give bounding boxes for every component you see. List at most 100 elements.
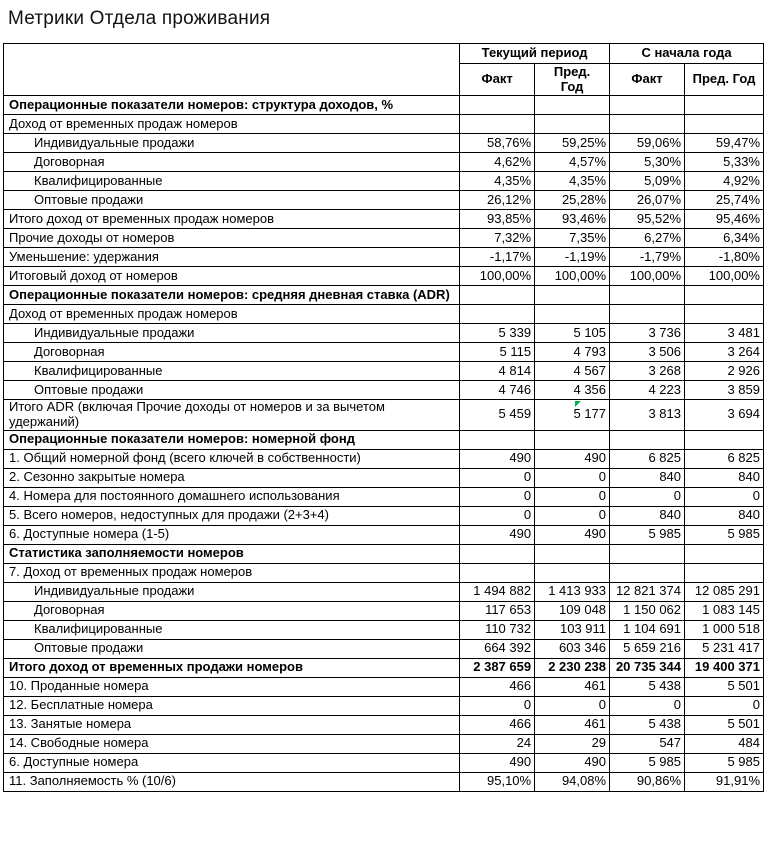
cell-value — [609, 429, 686, 450]
cell-value-text: 5,09% — [644, 172, 682, 188]
cell-value-text: 840 — [659, 469, 682, 485]
cell-value: 5 177 — [534, 399, 611, 431]
cell-value — [609, 95, 686, 115]
cell-value — [609, 562, 686, 583]
cell-value: 91,91% — [684, 771, 764, 792]
cell-value-text: 6,27% — [644, 229, 682, 245]
cell-value-text: 19 400 371 — [694, 659, 760, 675]
cell-value: 840 — [684, 467, 764, 488]
table-row: Доход от временных продаж номеров — [2, 304, 764, 324]
column-header: Пред. Год — [684, 63, 764, 96]
cell-value-text: 2 387 659 — [473, 659, 532, 675]
table-row: 6. Доступные номера 490 490 5 985 5 985 — [2, 752, 764, 773]
cell-value: 466 — [459, 714, 536, 735]
cell-value-text: 12 085 291 — [694, 583, 760, 599]
page-title: Метрики Отдела проживания — [8, 8, 271, 29]
row-label: Статистика заполняемости номеров — [2, 543, 461, 564]
cell-value-text: 5 231 417 — [702, 640, 760, 656]
cell-value: 5 459 — [459, 399, 536, 431]
cell-value-text: 840 — [738, 507, 760, 523]
row-label: 2. Сезонно закрытые номера — [2, 467, 461, 488]
row-label: 6. Доступные номера — [2, 752, 461, 773]
cell-value: 93,46% — [534, 209, 611, 229]
cell-value: 461 — [534, 676, 611, 697]
cell-value: 0 — [609, 486, 686, 507]
cell-value: 3 264 — [684, 342, 764, 362]
cell-value-text: 95,52% — [636, 210, 682, 226]
cell-value-text: 1 104 691 — [623, 621, 682, 637]
cell-value: 4 793 — [534, 342, 611, 362]
metrics-table: Текущий период С начала года Факт Пред. Г… — [2, 43, 764, 792]
row-label: 13. Занятые номера — [2, 714, 461, 735]
cell-value-text: 4 793 — [573, 343, 607, 359]
row-label: Индивидуальные продажи — [2, 581, 461, 602]
cell-value-text: -1,19% — [564, 248, 607, 264]
cell-value — [459, 285, 536, 305]
cell-value: 547 — [609, 733, 686, 754]
cell-value-text: 20 735 344 — [615, 659, 682, 675]
cell-value-text: 2 230 238 — [548, 659, 607, 675]
table-row: Доход от временных продаж номеров — [2, 114, 764, 134]
cell-value: 90,86% — [609, 771, 686, 792]
cell-value: 840 — [609, 505, 686, 526]
cell-value: 1 413 933 — [534, 581, 611, 602]
row-label: 7. Доход от временных продаж номеров — [2, 562, 461, 583]
cell-value — [609, 543, 686, 564]
table-row: Итого ADR (включая Прочие доходы от номе… — [2, 399, 764, 431]
cell-value — [534, 285, 611, 305]
comment-flag-icon — [575, 401, 582, 407]
cell-value-text: 490 — [509, 754, 532, 770]
cell-value: 109 048 — [534, 600, 611, 621]
cell-value-text: 0 — [598, 469, 607, 485]
cell-value: 466 — [459, 676, 536, 697]
cell-value: -1,17% — [459, 247, 536, 267]
cell-value: 4 567 — [534, 361, 611, 381]
cell-value: 4 814 — [459, 361, 536, 381]
cell-value: 5 501 — [684, 714, 764, 735]
cell-value — [534, 429, 611, 450]
cell-value-text: 490 — [584, 526, 607, 542]
cell-value-text: 103 911 — [560, 621, 607, 637]
cell-value-text: 547 — [659, 735, 682, 751]
cell-value: 3 813 — [609, 399, 686, 431]
cell-value-text: 5 501 — [727, 678, 760, 694]
cell-value-text: -1,80% — [718, 248, 760, 264]
cell-value — [684, 429, 764, 450]
cell-value — [684, 562, 764, 583]
cell-value: 4,35% — [459, 171, 536, 191]
cell-value: 0 — [534, 505, 611, 526]
cell-value-text: 5 985 — [648, 754, 682, 770]
cell-value-text: 490 — [509, 526, 532, 542]
cell-value: 490 — [459, 752, 536, 773]
cell-value-text: 1 413 933 — [548, 583, 607, 599]
cell-value-text: 0 — [752, 488, 760, 504]
cell-value-text: 0 — [523, 697, 532, 713]
cell-value-text: 25,74% — [715, 191, 760, 207]
cell-value-text: 5 985 — [727, 526, 760, 542]
cell-value-text: 2 926 — [727, 362, 760, 378]
cell-value: 2 230 238 — [534, 657, 611, 678]
cell-value-text: 95,10% — [487, 773, 532, 789]
cell-value-text: 7,35% — [569, 229, 607, 245]
cell-value: -1,79% — [609, 247, 686, 267]
cell-value: 1 083 145 — [684, 600, 764, 621]
row-label: 11. Заполняемость % (10/6) — [2, 771, 461, 792]
table-row: Квалифицированные 4 814 4 567 3 268 2 926 — [2, 361, 764, 381]
cell-value: 2 387 659 — [459, 657, 536, 678]
cell-value: 100,00% — [684, 266, 764, 286]
cell-value-text: 3 481 — [727, 324, 760, 340]
cell-value: 1 000 518 — [684, 619, 764, 640]
cell-value: 5 985 — [684, 752, 764, 773]
table-row: Операционные показатели номеров: номерно… — [2, 429, 764, 450]
cell-value: 26,12% — [459, 190, 536, 210]
cell-value: 5 339 — [459, 323, 536, 343]
cell-value: 5 438 — [609, 676, 686, 697]
row-label: Оптовые продажи — [2, 638, 461, 659]
table-row: 7. Доход от временных продаж номеров — [2, 562, 764, 583]
cell-value: 25,74% — [684, 190, 764, 210]
table-row: Договорная 5 115 4 793 3 506 3 264 — [2, 342, 764, 362]
row-label: Операционные показатели номеров: средняя… — [2, 285, 461, 305]
cell-value — [459, 562, 536, 583]
cell-value-text: 24 — [516, 735, 532, 751]
cell-value: 95,10% — [459, 771, 536, 792]
